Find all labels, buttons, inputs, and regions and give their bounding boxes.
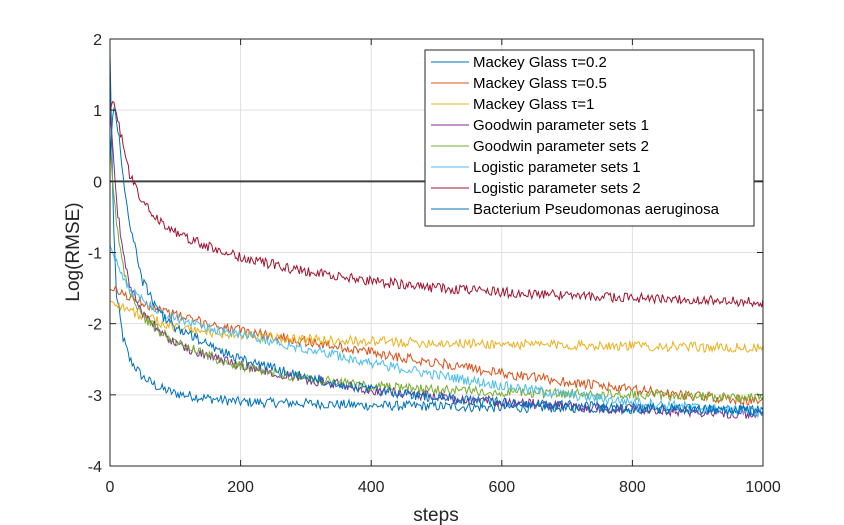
series-group xyxy=(110,53,763,420)
legend-entry: Logistic parameter sets 2 xyxy=(473,180,641,197)
series-line xyxy=(110,145,763,403)
y-tick-label: -4 xyxy=(88,459,102,476)
legend-entry: Goodwin parameter sets 2 xyxy=(473,138,649,155)
legend-entry: Mackey Glass τ=1 xyxy=(473,96,594,113)
series-line xyxy=(110,100,763,308)
x-tick-label: 400 xyxy=(358,479,385,496)
y-tick-label: 1 xyxy=(93,103,102,120)
legend-entry: Mackey Glass τ=0.2 xyxy=(473,54,607,71)
y-axis-label: Log(RMSE) xyxy=(63,202,84,301)
x-tick-label: 600 xyxy=(488,479,515,496)
y-axis: -4 -3 -2 -1 0 1 2 xyxy=(88,32,763,476)
legend-entry: Mackey Glass τ=0.5 xyxy=(473,75,607,92)
series-line xyxy=(110,300,763,354)
x-axis-label: steps xyxy=(413,505,458,525)
y-tick-label: -2 xyxy=(88,317,102,334)
legend-entry: Goodwin parameter sets 1 xyxy=(473,117,649,134)
x-tick-label: 1000 xyxy=(745,479,781,496)
legend-box xyxy=(424,49,755,227)
x-tick-label: 0 xyxy=(106,479,115,496)
legend-entry: Logistic parameter sets 1 xyxy=(473,159,641,176)
y-tick-label: -3 xyxy=(88,388,102,405)
y-tick-label: -1 xyxy=(88,246,102,263)
legend-entry: Bacterium Pseudomonas aeruginosa xyxy=(473,201,720,218)
x-tick-label: 800 xyxy=(619,479,646,496)
y-tick-label: 2 xyxy=(93,32,102,49)
legend: Mackey Glass τ=0.2 Mackey Glass τ=0.5 Mack… xyxy=(424,49,755,227)
x-tick-label: 200 xyxy=(227,479,254,496)
x-axis: 0 200 400 600 800 1000 xyxy=(106,39,781,496)
series-line xyxy=(110,107,763,417)
y-tick-label: 0 xyxy=(93,174,102,191)
